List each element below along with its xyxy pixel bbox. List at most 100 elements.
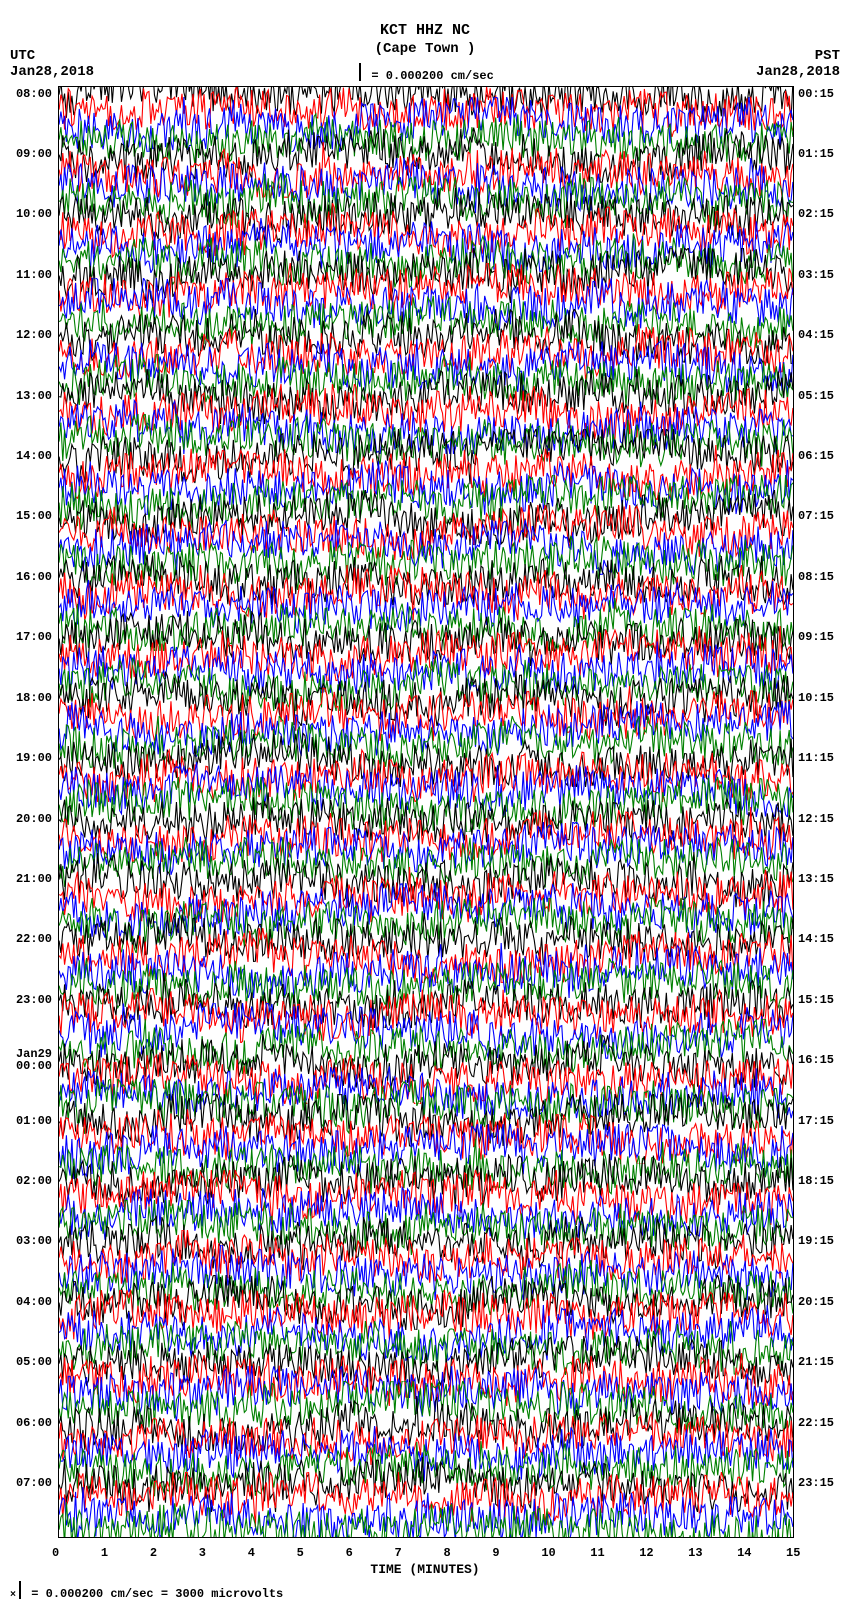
station-title: KCT HHZ NC [0, 22, 850, 40]
pst-time-label: 11:15 [798, 752, 834, 764]
utc-time-label: 22:00 [0, 933, 52, 945]
seismic-trace [59, 324, 793, 379]
seismic-trace [59, 97, 793, 152]
utc-time-label: 23:00 [0, 994, 52, 1006]
seismic-trace [59, 701, 793, 756]
seismic-trace [59, 792, 793, 847]
seismic-trace [59, 686, 793, 741]
utc-time-label: 18:00 [0, 692, 52, 704]
seismic-trace [59, 747, 793, 802]
seismic-trace [59, 414, 793, 469]
seismic-trace [59, 309, 793, 364]
utc-time-label: Jan29 00:00 [0, 1048, 52, 1072]
seismic-trace [59, 86, 793, 137]
seismic-trace [59, 1124, 793, 1179]
seismic-trace [59, 822, 793, 877]
seismic-trace [59, 1154, 793, 1209]
seismic-trace [59, 354, 793, 409]
pst-time-label: 07:15 [798, 510, 834, 522]
utc-time-label: 04:00 [0, 1296, 52, 1308]
pst-time-label: 18:15 [798, 1175, 834, 1187]
seismic-trace [59, 127, 793, 182]
seismic-trace [59, 1411, 793, 1466]
seismic-trace [59, 203, 793, 258]
utc-time-label: 11:00 [0, 269, 52, 281]
pst-time-label: 17:15 [798, 1115, 834, 1127]
seismic-trace [59, 1139, 793, 1194]
utc-time-label: 20:00 [0, 813, 52, 825]
seismic-trace [59, 1381, 793, 1436]
seismic-trace [59, 1230, 793, 1285]
seismic-trace [59, 1185, 793, 1240]
seismic-trace [59, 1200, 793, 1255]
seismic-trace [59, 233, 793, 288]
seismic-trace [59, 1079, 793, 1134]
utc-time-label: 13:00 [0, 390, 52, 402]
helicorder-plot [58, 86, 794, 1538]
utc-time-label: 16:00 [0, 571, 52, 583]
utc-time-label: 19:00 [0, 752, 52, 764]
station-location: (Cape Town ) [0, 40, 850, 58]
x-axis-tick: 9 [492, 1546, 499, 1560]
seismic-trace [59, 596, 793, 651]
pst-time-label: 00:15 [798, 88, 834, 100]
pst-time-label: 12:15 [798, 813, 834, 825]
seismic-trace [59, 1351, 793, 1406]
x-axis-label: TIME (MINUTES) [0, 1562, 850, 1577]
seismic-trace [59, 520, 793, 575]
seismic-trace [59, 852, 793, 907]
seismic-trace [59, 580, 793, 635]
seismic-trace [59, 641, 793, 696]
seismic-trace [59, 958, 793, 1013]
seismic-trace [59, 505, 793, 560]
utc-time-label: 10:00 [0, 208, 52, 220]
x-axis-tick: 7 [395, 1546, 402, 1560]
seismic-trace [59, 369, 793, 424]
seismic-trace [59, 928, 793, 983]
seismic-trace [59, 535, 793, 590]
pst-time-label: 16:15 [798, 1054, 834, 1066]
pst-time-label: 15:15 [798, 994, 834, 1006]
vertical-scale-note: = 0.000200 cm/sec [0, 63, 850, 83]
seismic-trace [59, 1260, 793, 1315]
seismic-trace [59, 86, 793, 122]
seismic-trace [59, 1441, 793, 1496]
x-axis-tick: 6 [346, 1546, 353, 1560]
x-axis-tick: 12 [639, 1546, 653, 1560]
seismic-trace [59, 429, 793, 484]
pst-time-label: 04:15 [798, 329, 834, 341]
seismic-trace [59, 173, 793, 228]
utc-time-label: 17:00 [0, 631, 52, 643]
pst-time-label: 02:15 [798, 208, 834, 220]
utc-time-label: 15:00 [0, 510, 52, 522]
seismic-trace [59, 1366, 793, 1421]
seismic-trace [59, 1336, 793, 1391]
seismic-trace [59, 1215, 793, 1270]
seismic-trace [59, 943, 793, 998]
utc-time-label: 09:00 [0, 148, 52, 160]
seismic-trace [59, 278, 793, 333]
seismic-trace [59, 913, 793, 968]
seismic-trace [59, 626, 793, 681]
utc-corner: UTC Jan28,2018 [10, 48, 94, 80]
scale-bar-icon [359, 63, 361, 81]
scale-bar-icon [19, 1581, 21, 1599]
seismic-trace [59, 807, 793, 862]
seismic-trace [59, 1019, 793, 1074]
seismic-trace [59, 671, 793, 726]
seismic-trace [59, 1109, 793, 1164]
seismic-trace [59, 1321, 793, 1376]
pst-time-label: 09:15 [798, 631, 834, 643]
utc-time-label: 08:00 [0, 88, 52, 100]
utc-time-label: 12:00 [0, 329, 52, 341]
left-date: Jan28,2018 [10, 64, 94, 80]
pst-time-label: 06:15 [798, 450, 834, 462]
seismic-trace [59, 142, 793, 197]
seismic-trace [59, 988, 793, 1043]
pst-time-label: 01:15 [798, 148, 834, 160]
utc-time-label: 14:00 [0, 450, 52, 462]
left-timezone: UTC [10, 48, 94, 64]
pst-time-label: 05:15 [798, 390, 834, 402]
x-axis-tick: 10 [541, 1546, 555, 1560]
seismic-trace [59, 550, 793, 605]
